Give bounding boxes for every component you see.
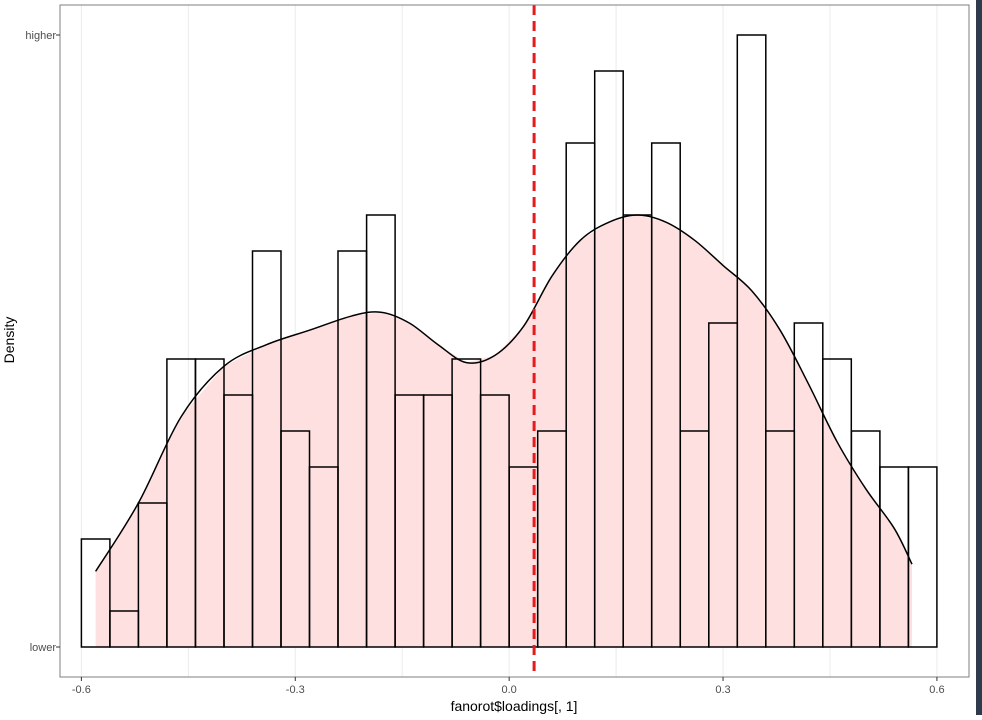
histogram-bar-24 (736, 34, 767, 648)
y-axis-ticks: higher lower (25, 30, 60, 654)
y-axis-title: Density (1, 317, 17, 364)
x-tick-label: -0.3 (286, 684, 305, 696)
histogram-bar-1 (80, 538, 111, 648)
density-line (94, 214, 913, 572)
density-curve (94, 214, 913, 572)
x-tick-label: 0.6 (929, 684, 944, 696)
y-tick-label: higher (25, 30, 56, 42)
x-axis-title: fanorot$loadings[, 1] (451, 698, 578, 714)
x-axis-ticks: -0.6 -0.3 0.0 0.3 0.6 (72, 677, 945, 696)
panel-border (59, 4, 970, 678)
x-tick-label: -0.6 (72, 684, 91, 696)
y-tick-label: lower (30, 642, 57, 654)
histogram-bar-30 (907, 466, 938, 648)
window-edge-strip (976, 0, 982, 715)
x-tick-label: 0.3 (715, 684, 730, 696)
histogram-bar-21 (650, 142, 681, 648)
x-tick-label: 0.0 (502, 684, 517, 696)
density-fill-area (95, 215, 913, 647)
histogram-bars (80, 34, 938, 648)
density-area (95, 215, 913, 647)
